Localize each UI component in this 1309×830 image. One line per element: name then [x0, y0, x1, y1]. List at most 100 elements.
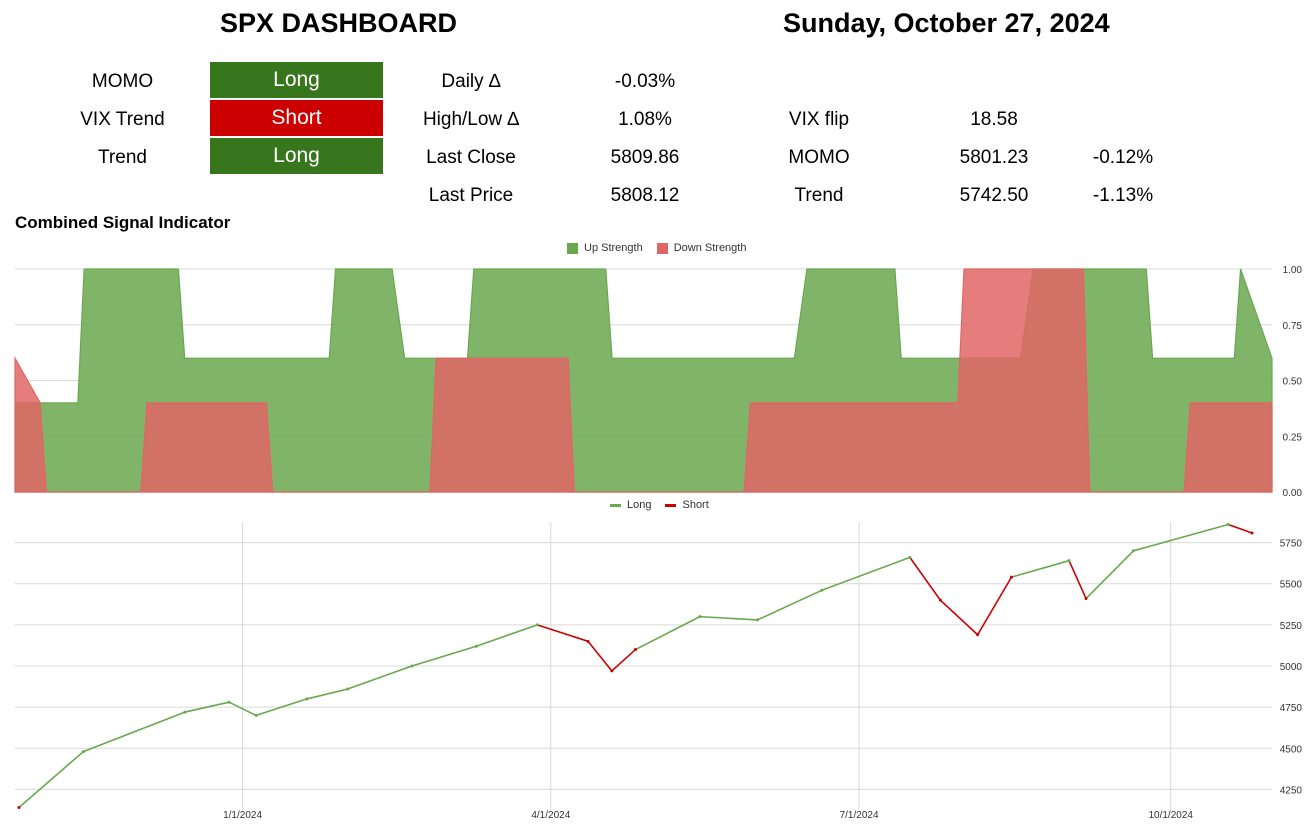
legend-swatch-down	[656, 242, 668, 254]
dashboard-title: SPX DASHBOARD	[220, 8, 458, 38]
high-low-delta-value: 1.08%	[618, 109, 672, 130]
strength-chart: 1.00 0.75 0.50 0.25 0.00	[14, 265, 1303, 499]
price-point-21	[1084, 597, 1088, 601]
price-point-17	[938, 598, 942, 602]
strength-ytick-0: 1.00	[1283, 265, 1303, 276]
section-title: Combined Signal Indicator	[15, 213, 231, 232]
legend-long-label: Long	[627, 499, 652, 511]
price-segment-12	[634, 615, 701, 651]
signal-badge-trend: Long	[210, 138, 383, 174]
price-point-24	[1250, 531, 1254, 535]
price-segment-20	[1068, 559, 1087, 600]
price-point-0	[17, 806, 21, 810]
price-segment-7	[411, 645, 478, 667]
price-ytick-3: 5000	[1280, 662, 1303, 673]
price-segment-9	[536, 624, 589, 643]
momo-level-label: MOMO	[788, 147, 850, 168]
price-ytick-4: 4750	[1280, 703, 1303, 714]
price-segment-2	[184, 701, 230, 713]
price-segment-14	[756, 589, 823, 621]
price-point-15	[820, 588, 824, 592]
price-chart: 5750 5500 5250 5000 4750 4500 4250 1/1/2024 4/1/…	[15, 522, 1303, 821]
price-xtick-0: 1/1/2024	[223, 810, 262, 821]
last-price-value: 5808.12	[610, 185, 680, 206]
strength-ytick-4: 0.00	[1283, 488, 1303, 499]
signal-badge-momo: Long	[210, 62, 383, 98]
price-xtick-2: 7/1/2024	[840, 810, 879, 821]
vix-flip-value: 18.58	[970, 109, 1018, 130]
trend-level-label: Trend	[794, 185, 844, 206]
price-segment-4	[255, 698, 308, 717]
signal-label-trend: Trend	[98, 147, 147, 168]
price-point-14	[755, 618, 759, 622]
price-point-2	[183, 710, 187, 714]
price-point-1	[81, 750, 85, 754]
price-point-20	[1067, 559, 1071, 563]
strength-ytick-2: 0.50	[1283, 377, 1303, 388]
daily-delta-value: -0.03%	[614, 71, 676, 92]
price-segment-19	[1010, 559, 1070, 578]
strength-area-1	[14, 268, 1273, 493]
price-segment-1	[82, 711, 186, 753]
price-point-12	[634, 648, 637, 652]
trend-legend: Long Short	[610, 499, 709, 511]
price-segment-21	[1085, 549, 1135, 600]
legend-short-label: Short	[682, 499, 709, 511]
price-ytick-0: 5750	[1280, 539, 1303, 550]
price-segment-6	[346, 665, 413, 690]
signal-label-vix-trend: VIX Trend	[80, 109, 165, 130]
price-point-9	[535, 623, 539, 627]
price-point-7	[410, 664, 414, 668]
price-point-16	[908, 555, 912, 559]
price-point-3	[227, 700, 231, 704]
price-point-23	[1226, 522, 1230, 526]
price-segment-18	[976, 576, 1013, 636]
price-point-10	[586, 639, 590, 643]
dashboard-date: Sunday, October 27, 2024	[783, 8, 1110, 38]
price-point-8	[474, 644, 478, 648]
price-xtick-3: 10/1/2024	[1148, 810, 1193, 821]
legend-swatch-up	[567, 242, 578, 254]
price-point-18	[976, 633, 980, 637]
strength-legend: Up Strength Down Strength	[567, 242, 746, 254]
price-xtick-1: 4/1/2024	[531, 810, 570, 821]
price-ytick-1: 5500	[1280, 580, 1303, 591]
price-segment-8	[475, 624, 539, 648]
momo-level-value: 5801.23	[959, 147, 1029, 168]
price-segment-16	[909, 556, 942, 601]
price-point-11	[610, 669, 614, 673]
legend-line-short	[665, 503, 677, 507]
last-close-value: 5809.86	[610, 147, 680, 168]
signal-badge-vix-trend: Short	[210, 100, 383, 136]
price-segment-3	[228, 701, 257, 717]
price-segment-11	[610, 648, 637, 672]
price-point-13	[698, 615, 702, 619]
vix-flip-label: VIX flip	[788, 109, 850, 130]
price-segment-0	[18, 750, 85, 809]
price-ytick-5: 4500	[1280, 744, 1303, 755]
momo-level-pct: -0.12%	[1092, 147, 1154, 168]
price-point-22	[1131, 549, 1135, 553]
price-segment-17	[939, 599, 979, 636]
price-segment-23	[1227, 523, 1253, 534]
legend-up-label: Up Strength	[584, 242, 643, 254]
strength-ytick-3: 0.25	[1283, 432, 1303, 443]
price-segment-15	[821, 556, 911, 592]
price-point-5	[305, 697, 309, 701]
strength-ytick-1: 0.75	[1283, 321, 1303, 332]
price-segment-13	[699, 615, 759, 621]
last-price-label: Last Price	[428, 185, 514, 206]
price-point-4	[254, 713, 258, 717]
price-ytick-6: 4250	[1280, 785, 1303, 796]
price-point-6	[346, 687, 350, 691]
price-segment-10	[587, 640, 613, 672]
last-close-label: Last Close	[426, 147, 516, 168]
price-segment-22	[1132, 523, 1230, 552]
price-segment-5	[306, 688, 349, 700]
legend-line-long	[610, 503, 621, 507]
price-point-19	[1009, 575, 1013, 579]
price-ytick-2: 5250	[1280, 621, 1303, 632]
legend-down-label: Down Strength	[673, 242, 747, 254]
signal-label-momo: MOMO	[91, 71, 154, 92]
high-low-delta-label: High/Low ∆	[422, 109, 520, 130]
